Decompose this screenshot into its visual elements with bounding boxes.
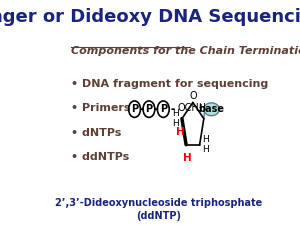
Text: H: H <box>176 127 185 137</box>
Text: H: H <box>183 153 192 163</box>
Text: O: O <box>190 91 197 101</box>
Text: H: H <box>202 145 209 154</box>
Text: 2’,3’-Dideoxynucleoside triphosphate: 2’,3’-Dideoxynucleoside triphosphate <box>55 198 262 207</box>
Text: H: H <box>199 104 205 112</box>
Text: OCH₂: OCH₂ <box>178 103 203 113</box>
Text: • ddNTPs: • ddNTPs <box>70 152 129 162</box>
Text: Sanger or Dideoxy DNA Sequencing: Sanger or Dideoxy DNA Sequencing <box>0 8 300 26</box>
Text: • DNA fragment for sequencing: • DNA fragment for sequencing <box>70 79 268 89</box>
Text: • Primers: • Primers <box>70 103 130 113</box>
Text: P: P <box>131 104 138 114</box>
Text: P: P <box>160 104 167 114</box>
Text: base: base <box>199 104 224 114</box>
Text: (ddNTP): (ddNTP) <box>136 211 181 221</box>
Text: • dNTPs: • dNTPs <box>70 128 121 137</box>
Text: H: H <box>172 109 179 118</box>
Text: H: H <box>172 119 179 128</box>
Text: P: P <box>146 104 152 114</box>
Text: H: H <box>202 135 209 144</box>
Text: Components for the Chain Termination Method:: Components for the Chain Termination Met… <box>70 46 300 56</box>
Ellipse shape <box>204 103 219 116</box>
